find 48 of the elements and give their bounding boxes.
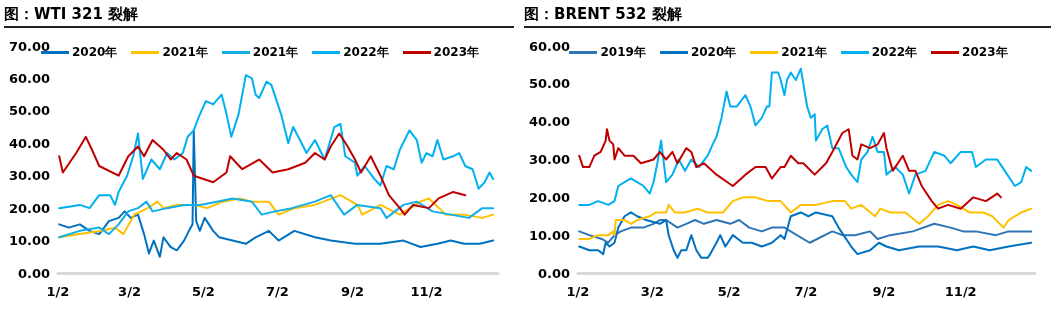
- x-tick-label: 9/2: [872, 284, 896, 299]
- x-tick-label: 5/2: [192, 284, 215, 299]
- x-tick-label: 3/2: [118, 284, 141, 299]
- y-tick-label: 0.00: [17, 265, 50, 281]
- y-tick-label: 60.00: [8, 70, 50, 86]
- legend-label: 2021年: [252, 44, 299, 61]
- x-tick-label: 3/2: [640, 284, 664, 299]
- line-series: [58, 74, 495, 210]
- legend-label: 2023年: [962, 44, 1008, 61]
- legend-label: 2020年: [690, 44, 737, 61]
- x-tick-label: 1/2: [46, 284, 70, 299]
- y-tick-label: 10.00: [528, 227, 570, 243]
- y-tick-label: 60.00: [528, 38, 570, 54]
- chart-title: 图：WTI 321 裂解: [4, 2, 514, 28]
- legend-label: 2022年: [871, 44, 918, 61]
- legend-label: 2023年: [433, 44, 480, 61]
- y-tick-label: 0.00: [537, 265, 570, 281]
- y-tick-label: 40.00: [8, 135, 50, 151]
- y-tick-label: 50.00: [8, 103, 50, 119]
- x-tick-label: 5/2: [717, 284, 741, 299]
- y-tick-label: 10.00: [8, 233, 50, 249]
- line-series: [58, 132, 467, 216]
- y-tick-label: 30.00: [8, 168, 50, 184]
- y-tick-label: 20.00: [8, 200, 50, 216]
- y-tick-label: 30.00: [528, 152, 570, 167]
- line-series: [578, 219, 1033, 244]
- x-tick-label: 1/2: [566, 284, 590, 299]
- legend-label: 2020年: [71, 44, 118, 61]
- chart-title: 图：BRENT 532 裂解: [524, 2, 1051, 28]
- line-series: [58, 129, 495, 258]
- line-series: [578, 128, 1003, 210]
- line-series: [58, 194, 495, 239]
- x-tick-label: 9/2: [341, 284, 364, 299]
- y-tick-label: 20.00: [528, 189, 570, 205]
- y-tick-label: 40.00: [528, 114, 570, 130]
- line-series: [578, 196, 1033, 240]
- x-tick-label: 7/2: [265, 284, 289, 299]
- y-tick-label: 50.00: [528, 76, 570, 92]
- legend-label: 2019年: [600, 44, 646, 61]
- legend-label: 2021年: [781, 44, 827, 61]
- x-tick-label: 11/2: [410, 284, 443, 299]
- x-tick-label: 11/2: [944, 284, 977, 299]
- legend-label: 2021年: [162, 44, 208, 61]
- line-series: [578, 211, 1033, 259]
- x-tick-label: 7/2: [794, 284, 818, 299]
- legend-label: 2022年: [343, 44, 389, 61]
- y-tick-label: 70.00: [8, 38, 50, 54]
- line-series: [578, 67, 1033, 206]
